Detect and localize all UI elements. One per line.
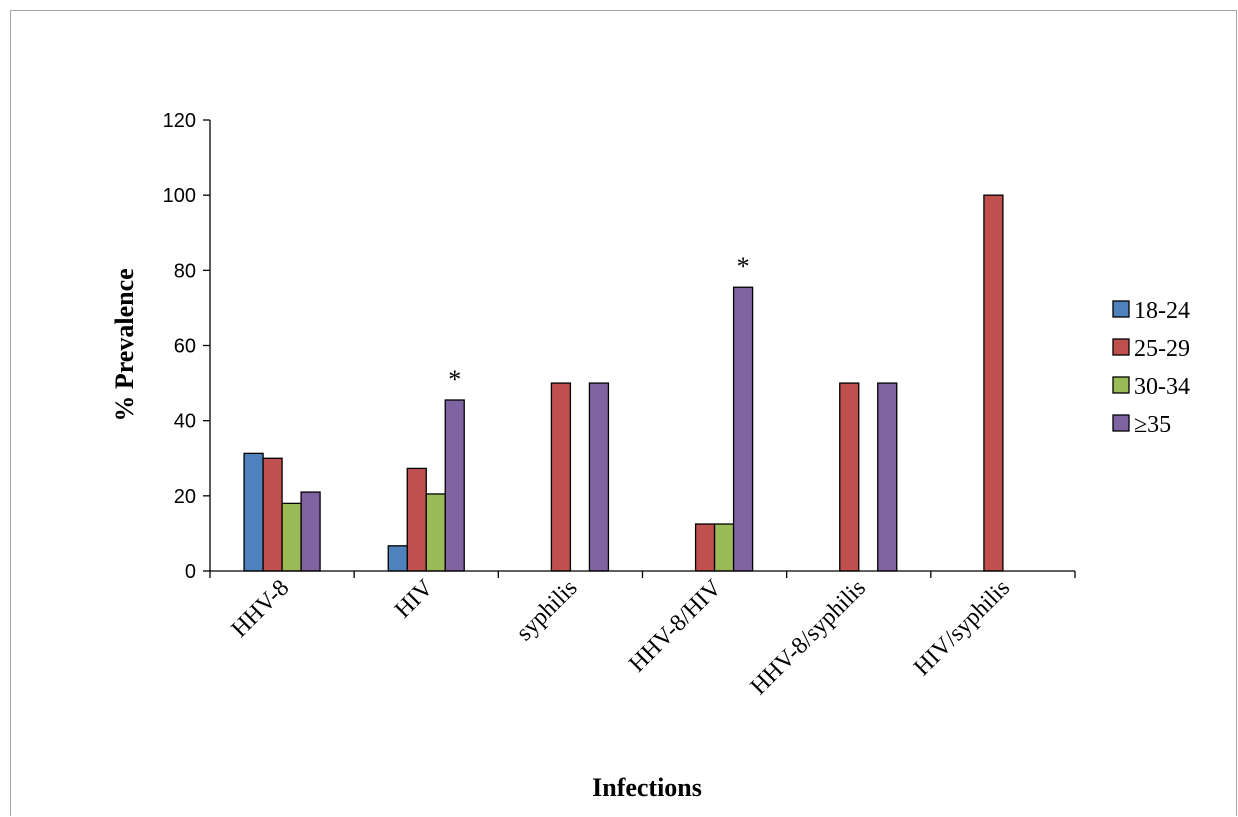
significance-marker: * [737,252,750,281]
bar [694,523,716,572]
legend-label: 25-29 [1134,336,1190,362]
y-tick-label: 0 [185,561,196,583]
bar [839,382,860,572]
bar [262,457,283,572]
axes-group: 0 20 40 60 80 100 120 HHV-8 HIV syphilis HHV-8/HIV… [163,110,1076,700]
bar [243,452,264,572]
legend-label: 18-24 [1134,298,1190,324]
y-tick-label: 80 [174,260,196,282]
legend-label: 30-34 [1134,374,1190,400]
legend-swatch [1112,300,1130,318]
bar [713,523,735,572]
bar [406,467,427,572]
y-tick-label: 40 [174,411,196,433]
y-tick-label: 100 [163,185,196,207]
bar [281,502,302,572]
legend-swatch [1112,414,1130,432]
y-tick-label: 60 [174,336,196,358]
legend-swatch [1112,338,1130,356]
x-category-label: HIV [390,574,439,623]
legend-label: ≥35 [1134,412,1171,438]
x-category-label: HIV/syphilis [909,575,1015,681]
significance-marker: * [448,365,461,394]
x-category-label: HHV-8 [227,575,295,643]
x-category-label: HHV-8/HIV [624,574,727,677]
bar [550,382,572,572]
bar [877,382,898,572]
legend-swatch [1112,376,1130,394]
bar [732,286,754,572]
y-axis-title: % Prevalence [110,268,139,421]
chart-frame [10,10,1237,816]
bar [983,194,1004,572]
y-tick-label: 120 [163,110,196,132]
x-axis-title: Infections [592,773,702,802]
bar [387,545,408,572]
y-tick-label: 20 [174,486,196,508]
bars-group: ** [243,194,1004,572]
bar [588,382,610,572]
x-category-label: syphilis [511,575,582,646]
x-category-label: HHV-8/syphilis [746,575,871,700]
bar [300,491,321,572]
bar [444,399,465,572]
legend: 18-24 25-29 30-34 ≥35 [1112,298,1190,438]
bar [425,493,446,572]
